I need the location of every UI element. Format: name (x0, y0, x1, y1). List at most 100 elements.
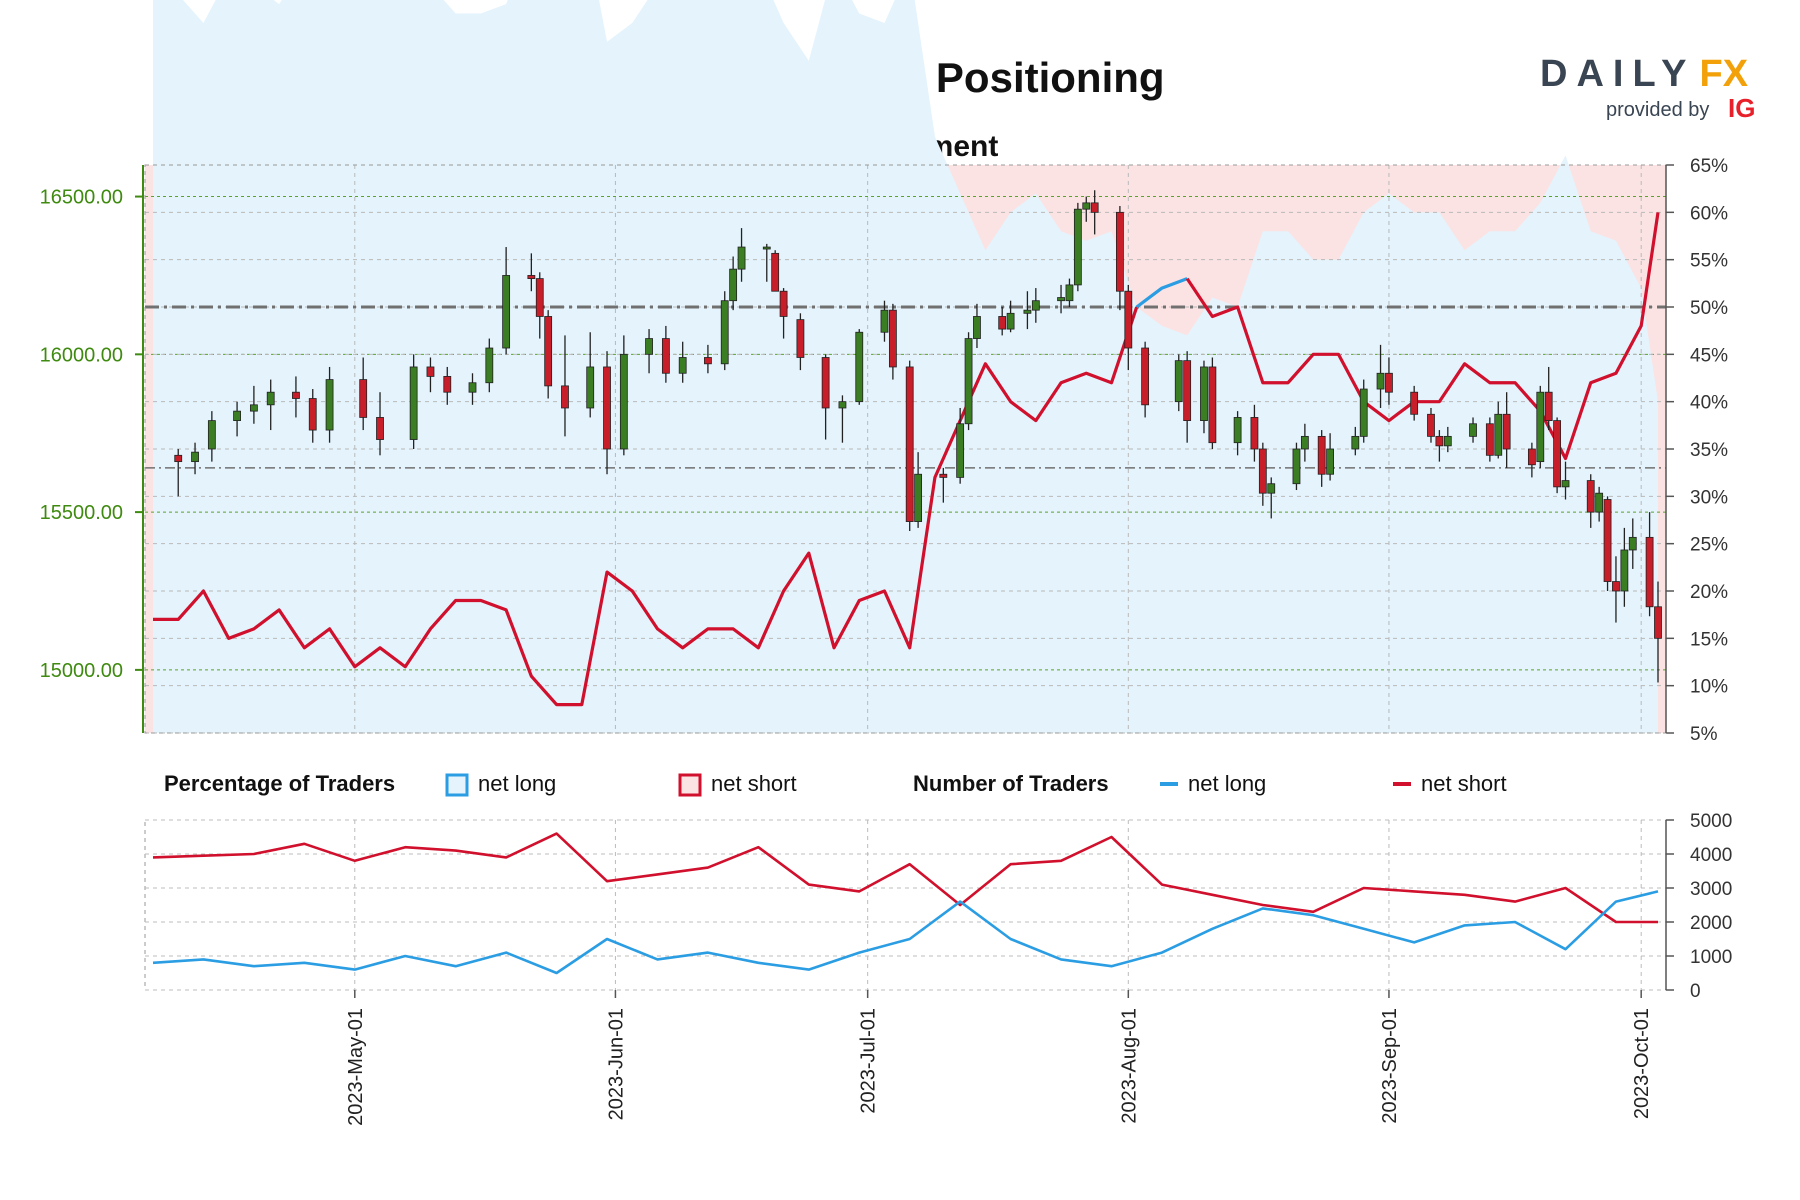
candle-down (821, 354, 830, 440)
legend-pct-short: net short (711, 771, 797, 796)
sentiment-tick-label: 60% (1690, 203, 1728, 224)
candle-down (359, 357, 368, 431)
candle-body (838, 401, 847, 409)
date-tick-label: 2023-Aug-01 (1118, 1008, 1140, 1124)
count-tick-label: 1000 (1690, 947, 1732, 968)
logo-provider: IG (1728, 93, 1755, 123)
candle-body (1250, 417, 1259, 450)
candle-up (502, 247, 511, 355)
candle-body (174, 454, 183, 463)
candle-down (1258, 442, 1267, 506)
candle-body (1082, 202, 1091, 210)
candle-body (1536, 391, 1545, 463)
date-tick-label: 2023-May-01 (345, 1008, 367, 1126)
candle-down (527, 253, 536, 292)
candle-up (1536, 385, 1545, 468)
candle-body (527, 275, 536, 280)
candle-up (1292, 442, 1301, 491)
candle-body (1057, 297, 1065, 302)
candle-body (737, 246, 746, 270)
price-tick-label: 16500.00 (40, 187, 123, 209)
candle-body (1595, 492, 1604, 513)
candle-up (956, 407, 965, 484)
sentiment-tick-label: 5% (1690, 724, 1718, 745)
candle-up (645, 329, 653, 374)
candle-up (325, 366, 334, 443)
candle-down (704, 344, 712, 374)
candle-body (443, 376, 452, 393)
candle-up (249, 385, 258, 424)
candle-down (308, 389, 317, 443)
candle-body (233, 410, 241, 421)
candle-body (973, 316, 981, 339)
sentiment-tick-label: 50% (1690, 298, 1728, 319)
candle-body (249, 404, 258, 412)
candle-body (779, 290, 788, 317)
candle-body (409, 366, 418, 440)
legend-num-short: net short (1421, 771, 1507, 796)
candle-body (1410, 391, 1419, 415)
candle-body (1141, 347, 1150, 406)
candle-up (880, 300, 889, 342)
candle-up (1057, 284, 1065, 314)
net-short-pct-line (153, 306, 1139, 707)
candle-up (468, 373, 477, 405)
sentiment-tick-label: 20% (1690, 582, 1728, 603)
candle-down (888, 303, 897, 380)
candle-down (1645, 512, 1654, 617)
candle-up (586, 332, 595, 418)
candle-up (720, 291, 729, 371)
candle-down (1410, 385, 1419, 421)
sentiment-tick-label: 45% (1690, 345, 1728, 366)
dailyfx-logo: DAILY FX provided by IG (1540, 53, 1755, 123)
candle-body (1317, 435, 1326, 475)
candle-up (762, 243, 771, 282)
candle-up (1359, 379, 1368, 443)
candle-up (1031, 288, 1040, 323)
candle-body (1351, 435, 1360, 450)
candle-down (1183, 351, 1192, 443)
candle-body (292, 391, 300, 399)
candle-up (207, 411, 216, 462)
candle-down (779, 288, 788, 339)
candle-body (1258, 448, 1267, 494)
candle-up (1073, 202, 1082, 292)
logo-brand-left: DAILY (1540, 53, 1696, 95)
candle-body (485, 347, 494, 384)
candle-down (1553, 417, 1562, 494)
candle-down (1502, 392, 1511, 468)
candle-down (771, 250, 780, 292)
candle-body (771, 252, 780, 292)
candle-up (1174, 354, 1183, 412)
candle-body (964, 338, 973, 425)
candle-up (973, 303, 981, 349)
candle-body (704, 357, 712, 365)
chart-legend: Percentage of Traders net long net short… (164, 771, 1507, 797)
candle-down (1654, 581, 1662, 683)
candle-up (485, 338, 494, 393)
count-tick-label: 2000 (1690, 913, 1732, 934)
net-long-area (153, 0, 1658, 733)
candle-up (1006, 300, 1015, 333)
candle-down (1603, 496, 1612, 591)
candle-down (1612, 556, 1620, 623)
candle-body (1628, 536, 1637, 551)
candle-down (1208, 357, 1217, 449)
sentiment-tick-label: 10% (1690, 677, 1728, 698)
candle-body (1292, 448, 1301, 485)
candle-down (1427, 407, 1435, 443)
candle-body (888, 309, 897, 368)
candle-body (308, 398, 317, 431)
sentiment-tick-label: 15% (1690, 629, 1728, 650)
candle-down (535, 272, 544, 339)
date-tick-label: 2023-Oct-01 (1631, 1008, 1653, 1119)
candle-body (535, 278, 544, 317)
candle-body (1300, 435, 1309, 450)
candle-body (729, 268, 738, 302)
candle-body (1654, 606, 1662, 639)
candle-body (1435, 435, 1444, 447)
candle-down (1385, 357, 1393, 405)
candle-down (561, 335, 569, 437)
candle-body (1006, 312, 1015, 330)
net-short-pct-line (1185, 212, 1660, 461)
